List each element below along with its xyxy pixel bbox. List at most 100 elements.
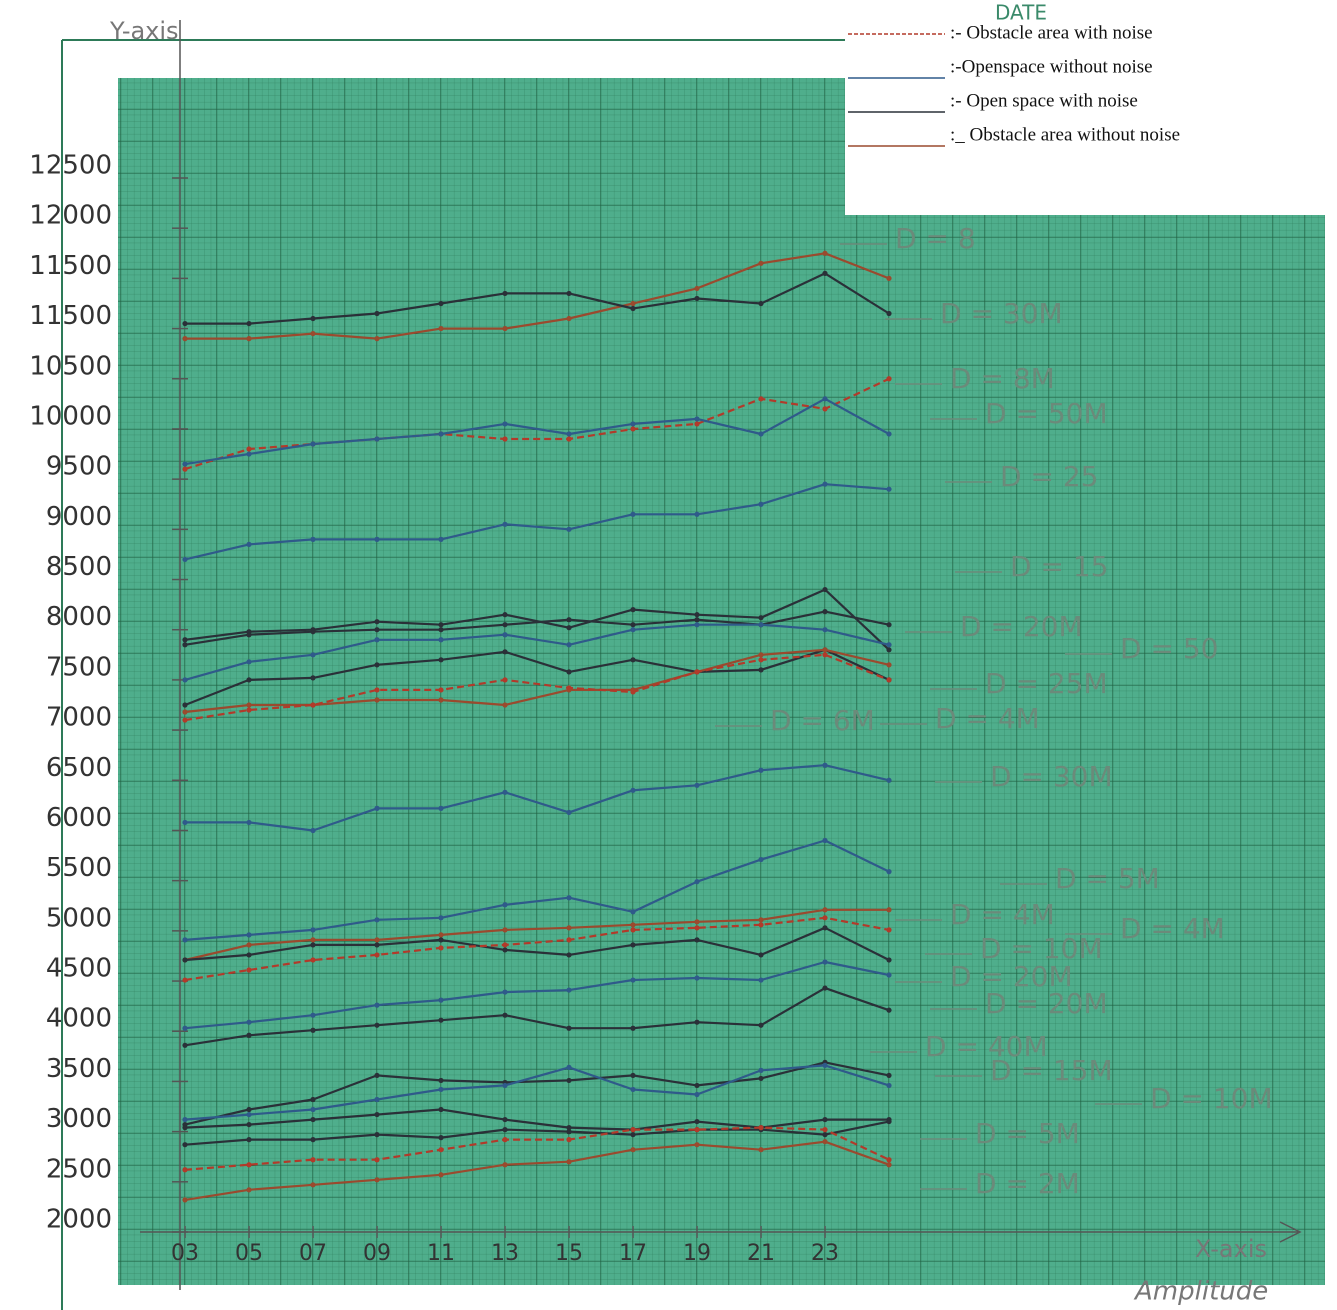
data-point: [886, 622, 892, 628]
data-point: [758, 922, 764, 928]
data-point: [310, 1182, 316, 1188]
series-line: [184, 839, 890, 941]
data-point: [246, 702, 252, 708]
data-point: [182, 1197, 188, 1203]
annotation: D = 30M: [940, 297, 1063, 330]
data-point: [758, 615, 764, 621]
series-line: [184, 483, 890, 561]
data-point: [566, 1129, 572, 1135]
data-point: [310, 629, 316, 635]
data-point: [182, 1025, 188, 1031]
data-point: [246, 1111, 252, 1118]
data-point: [758, 657, 764, 663]
data-point: [246, 541, 252, 547]
annotation: D = 25: [1000, 460, 1098, 493]
y-tick-label: 5000: [46, 903, 112, 933]
data-point: [694, 622, 700, 628]
data-point: [758, 652, 764, 658]
data-point: [822, 652, 828, 658]
data-point: [438, 915, 444, 921]
data-point: [438, 1106, 444, 1113]
data-point: [630, 426, 636, 432]
data-point: [182, 977, 188, 983]
x-tick-label: 17: [619, 1241, 647, 1266]
data-point: [630, 305, 636, 312]
data-point: [758, 667, 764, 673]
data-point: [822, 406, 828, 412]
data-point: [438, 997, 444, 1003]
series-line: [185, 272, 890, 325]
data-point: [310, 652, 316, 658]
y-tick-label: 12000: [29, 201, 112, 231]
annotation: D = 5M: [1055, 862, 1160, 895]
series-line: [184, 648, 890, 714]
x-tick-label: 13: [491, 1241, 519, 1266]
data-point: [182, 461, 188, 467]
data-point: [630, 1025, 636, 1031]
data-point: [438, 431, 444, 437]
data-point: [438, 1147, 444, 1153]
data-point: [822, 762, 828, 768]
annotation: D = 5M: [975, 1117, 1080, 1150]
data-point: [182, 642, 188, 648]
x-tick-label: 03: [171, 1241, 199, 1266]
data-point: [694, 975, 700, 981]
data-point: [566, 669, 572, 675]
data-point: [182, 677, 188, 683]
data-point: [182, 1042, 188, 1048]
y-tick-label: 4000: [46, 1004, 112, 1034]
data-point: [822, 481, 828, 487]
data-point: [374, 1002, 380, 1008]
series-line: [184, 916, 890, 982]
data-point: [502, 789, 508, 795]
data-point: [566, 642, 572, 648]
data-point: [822, 985, 828, 991]
data-point: [374, 1072, 380, 1079]
data-point: [374, 937, 380, 943]
data-point: [246, 932, 252, 938]
data-point: [246, 967, 252, 973]
data-point: [182, 1116, 188, 1123]
data-point: [310, 675, 316, 681]
annotation: D = 4M: [1120, 912, 1225, 945]
series-line: [185, 764, 890, 832]
data-point: [566, 1125, 572, 1131]
x-tick-label: 21: [747, 1241, 775, 1266]
annotation: D = 30M: [990, 760, 1113, 793]
data-point: [182, 709, 188, 715]
data-point: [886, 1118, 892, 1125]
data-point: [694, 925, 700, 931]
data-point: [886, 310, 892, 317]
legend-label: :- Open space with noise: [950, 90, 1138, 111]
data-point: [886, 1072, 892, 1079]
data-point: [566, 1159, 572, 1165]
data-point: [822, 609, 828, 615]
data-point: [182, 637, 188, 643]
y-tick-label: 6500: [46, 753, 112, 783]
annotation: D = 8M: [950, 362, 1055, 395]
data-point: [502, 1012, 508, 1018]
data-point: [886, 662, 892, 668]
data-point: [182, 556, 188, 563]
data-point: [630, 942, 636, 948]
y-tick-label: 3000: [46, 1104, 112, 1134]
data-point: [182, 466, 188, 472]
data-point: [246, 942, 252, 948]
data-point: [694, 1127, 700, 1133]
data-point: [886, 677, 892, 683]
data-point: [822, 837, 828, 844]
data-point: [502, 1127, 508, 1133]
data-point: [566, 987, 572, 993]
data-point: [310, 927, 316, 933]
series-line: [184, 648, 890, 707]
data-point: [182, 1125, 188, 1131]
data-point: [502, 632, 508, 638]
data-point: [374, 536, 380, 542]
data-point: [182, 937, 188, 943]
annotation: D = 25M: [985, 667, 1108, 700]
data-point: [758, 977, 764, 983]
data-point: [822, 627, 828, 633]
data-point: [438, 622, 444, 628]
data-point: [182, 1167, 188, 1173]
